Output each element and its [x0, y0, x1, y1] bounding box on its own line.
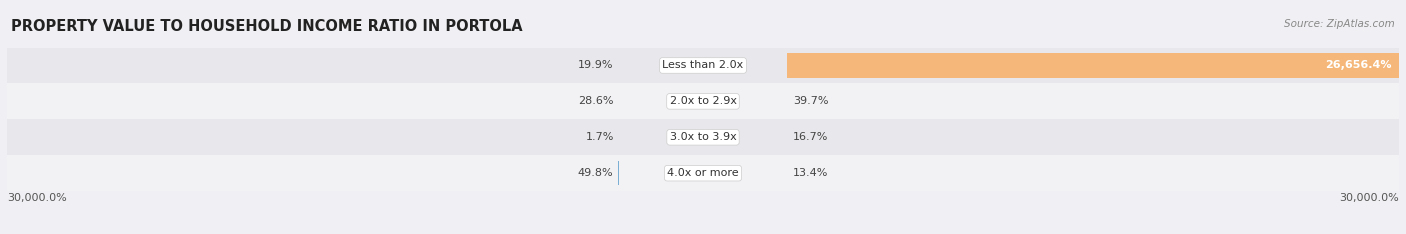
Bar [7, 48, 1399, 84]
Text: 30,000.0%: 30,000.0% [1340, 193, 1399, 203]
Text: 3.0x to 3.9x: 3.0x to 3.9x [669, 132, 737, 142]
Bar [7, 119, 1399, 155]
Bar [7, 155, 1399, 191]
Text: 49.8%: 49.8% [576, 168, 613, 178]
Text: 16.7%: 16.7% [793, 132, 828, 142]
Text: 4.0x or more: 4.0x or more [668, 168, 738, 178]
Text: 30,000.0%: 30,000.0% [7, 193, 66, 203]
Text: Less than 2.0x: Less than 2.0x [662, 60, 744, 70]
Bar [7, 84, 1399, 119]
Text: 19.9%: 19.9% [578, 60, 613, 70]
Text: 26,656.4%: 26,656.4% [1326, 60, 1392, 70]
Text: 28.6%: 28.6% [578, 96, 613, 106]
Text: PROPERTY VALUE TO HOUSEHOLD INCOME RATIO IN PORTOLA: PROPERTY VALUE TO HOUSEHOLD INCOME RATIO… [11, 19, 523, 34]
Text: Source: ZipAtlas.com: Source: ZipAtlas.com [1284, 19, 1395, 29]
Text: 13.4%: 13.4% [793, 168, 828, 178]
Text: 1.7%: 1.7% [585, 132, 614, 142]
Text: 2.0x to 2.9x: 2.0x to 2.9x [669, 96, 737, 106]
Bar [786, 53, 1405, 78]
Text: 39.7%: 39.7% [793, 96, 828, 106]
